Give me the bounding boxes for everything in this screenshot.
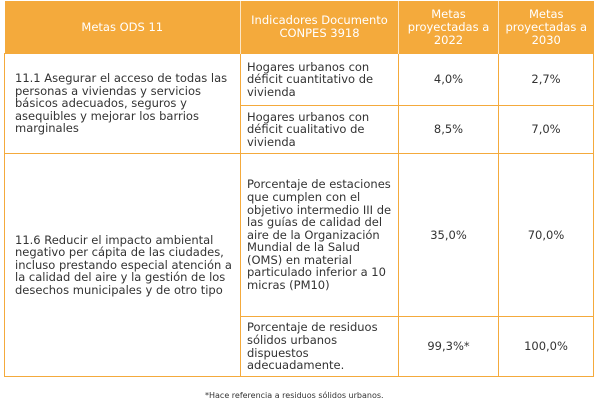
table-row: 11.1 Asegurar el acceso de todas las per…	[4, 53, 594, 154]
value-2022: 99,3%*	[398, 316, 499, 377]
indicator-cell: Hogares urbanos con déficit cuantitativo…	[240, 53, 399, 106]
table-row: Hogares urbanos con déficit cualitativo …	[5, 105, 594, 154]
value-2022: 4,0%	[398, 53, 499, 106]
value-2030: 7,0%	[498, 105, 594, 154]
indicator-cell: Porcentaje de residuos sólidos urbanos d…	[240, 316, 399, 377]
header-goals: Metas ODS 11	[4, 1, 241, 54]
ods-goals-table: Metas ODS 11 Indicadores Documento CONPE…	[4, 1, 594, 377]
header-goals-2030: Metas proyectadas a 2030	[498, 1, 594, 54]
header-goals-2022: Metas proyectadas a 2022	[398, 1, 499, 54]
goal-11-1: 11.1 Asegurar el acceso de todas las per…	[4, 53, 241, 154]
value-2030: 100,0%	[498, 316, 594, 377]
table-header-row: Metas ODS 11 Indicadores Documento CONPE…	[4, 1, 594, 54]
table-row: Porcentaje de residuos sólidos urbanos d…	[5, 316, 594, 377]
indicator-cell: Hogares urbanos con déficit cualitativo …	[240, 105, 399, 154]
footnote: *Hace referencia a residuos sólidos urba…	[205, 391, 384, 400]
value-2022: 35,0%	[398, 153, 499, 317]
table-row: 11.6 Reducir el impacto ambiental negati…	[4, 153, 594, 377]
value-2030: 2,7%	[498, 53, 594, 106]
header-indicators: Indicadores Documento CONPES 3918	[240, 1, 399, 54]
goal-11-6: 11.6 Reducir el impacto ambiental negati…	[4, 153, 241, 377]
value-2030: 70,0%	[498, 153, 594, 317]
indicator-cell: Porcentaje de estaciones que cumplen con…	[240, 153, 399, 317]
value-2022: 8,5%	[398, 105, 499, 154]
